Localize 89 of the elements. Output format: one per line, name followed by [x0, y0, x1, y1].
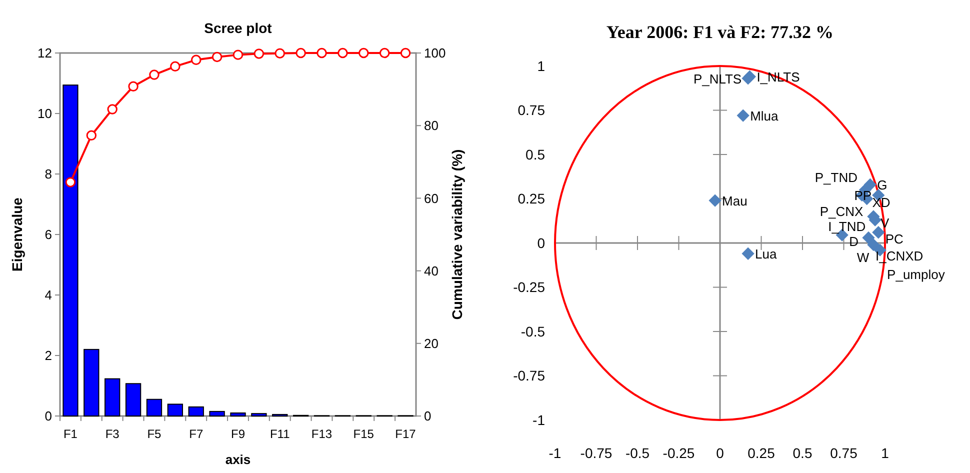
bar — [188, 406, 204, 416]
annotation: Mlua — [750, 108, 780, 124]
annotation: Lua — [755, 246, 778, 262]
annotation: P_CNX — [820, 204, 864, 219]
y-tick-label: 0 — [537, 234, 546, 251]
bar — [104, 378, 120, 416]
chart-title: Scree plot — [204, 20, 272, 36]
point — [400, 48, 411, 58]
point — [254, 48, 264, 59]
x-tick-label: 1 — [881, 445, 890, 461]
y2-axis-title: Cumulative variability (%) — [449, 149, 465, 320]
annotation: Mau — [722, 194, 748, 209]
x-tick-label: -0.25 — [662, 445, 695, 461]
y-tick-label: 2 — [44, 348, 52, 364]
point — [379, 48, 390, 58]
annotation: PC — [885, 231, 904, 246]
point — [274, 48, 285, 58]
x-tick-label: F13 — [311, 427, 332, 441]
y-tick-label: -1 — [532, 412, 546, 428]
bar — [62, 84, 78, 416]
point — [128, 81, 138, 92]
point — [742, 247, 754, 260]
y-tick-label: 0.75 — [518, 102, 546, 118]
y-tick-label: 10 — [38, 106, 52, 122]
point — [736, 109, 750, 122]
y-tick-label: 0.5 — [526, 146, 546, 162]
y2-tick-label: 20 — [424, 336, 438, 351]
y-tick-label: -0.25 — [513, 279, 546, 296]
y-tick-label: 0 — [44, 408, 52, 424]
x-tick-label: F1 — [63, 427, 78, 441]
point — [65, 177, 76, 188]
point — [191, 54, 202, 66]
point — [232, 50, 244, 60]
y-tick-label: -0.5 — [520, 323, 546, 340]
point — [358, 48, 369, 58]
y-tick-label: 4 — [44, 288, 52, 303]
point — [867, 238, 880, 252]
bar — [167, 404, 184, 416]
annotation: P_TND — [814, 170, 858, 186]
x-axis-title: axis — [225, 452, 251, 467]
point — [170, 61, 180, 72]
point — [296, 48, 306, 58]
x-tick-label: F9 — [230, 427, 246, 441]
x-tick-label: F3 — [105, 427, 120, 441]
x-tick-label: F17 — [395, 427, 416, 441]
x-tick-label: -0.5 — [625, 445, 650, 461]
x-tick-label: 0 — [716, 445, 724, 461]
annotation: P_umploy — [887, 267, 946, 282]
y2-tick-label: 0 — [424, 408, 432, 424]
point — [316, 48, 327, 58]
bar — [251, 413, 267, 416]
y2-tick-label: 60 — [424, 190, 438, 206]
y-tick-label: 6 — [44, 227, 52, 242]
bar — [125, 383, 142, 416]
y-axis-title: Eigenvalue — [9, 197, 25, 272]
y-tick-label: 12 — [38, 46, 52, 61]
point — [107, 104, 118, 114]
chart-title: Year 2006: F1 và F2: 77.32 % — [606, 22, 834, 42]
point — [212, 52, 222, 62]
annotation: W — [856, 250, 870, 265]
annotation: I_TND — [828, 218, 866, 234]
point — [872, 226, 885, 239]
bar — [230, 412, 246, 416]
x-tick-label: 0.25 — [748, 445, 776, 461]
y2-tick-label: 80 — [424, 118, 438, 134]
y2-tick-label: 100 — [424, 46, 446, 61]
x-tick-label: 0.5 — [792, 445, 812, 461]
point — [149, 70, 160, 80]
y-tick-label: 1 — [537, 58, 546, 74]
y-tick-label: 0.25 — [518, 190, 546, 207]
x-tick-label: F11 — [270, 427, 290, 441]
bar — [146, 398, 162, 416]
annotation: D — [849, 234, 858, 250]
y2-tick-label: 40 — [424, 263, 438, 278]
x-tick-label: F7 — [189, 427, 204, 441]
point — [338, 48, 348, 58]
point — [708, 194, 722, 207]
x-tick-label: F15 — [353, 427, 374, 441]
annotation: G — [877, 178, 888, 193]
y-tick-label: 8 — [44, 166, 52, 182]
y-tick-label: -0.75 — [513, 368, 546, 384]
x-tick-label: -0.75 — [580, 445, 612, 461]
x-tick-label: 0.75 — [830, 445, 858, 461]
x-tick-label: -1 — [548, 445, 562, 461]
bar — [84, 348, 100, 416]
x-tick-label: F5 — [147, 427, 162, 441]
point — [86, 130, 97, 141]
annotation: P_NLTS — [693, 71, 742, 86]
bar — [209, 410, 225, 416]
